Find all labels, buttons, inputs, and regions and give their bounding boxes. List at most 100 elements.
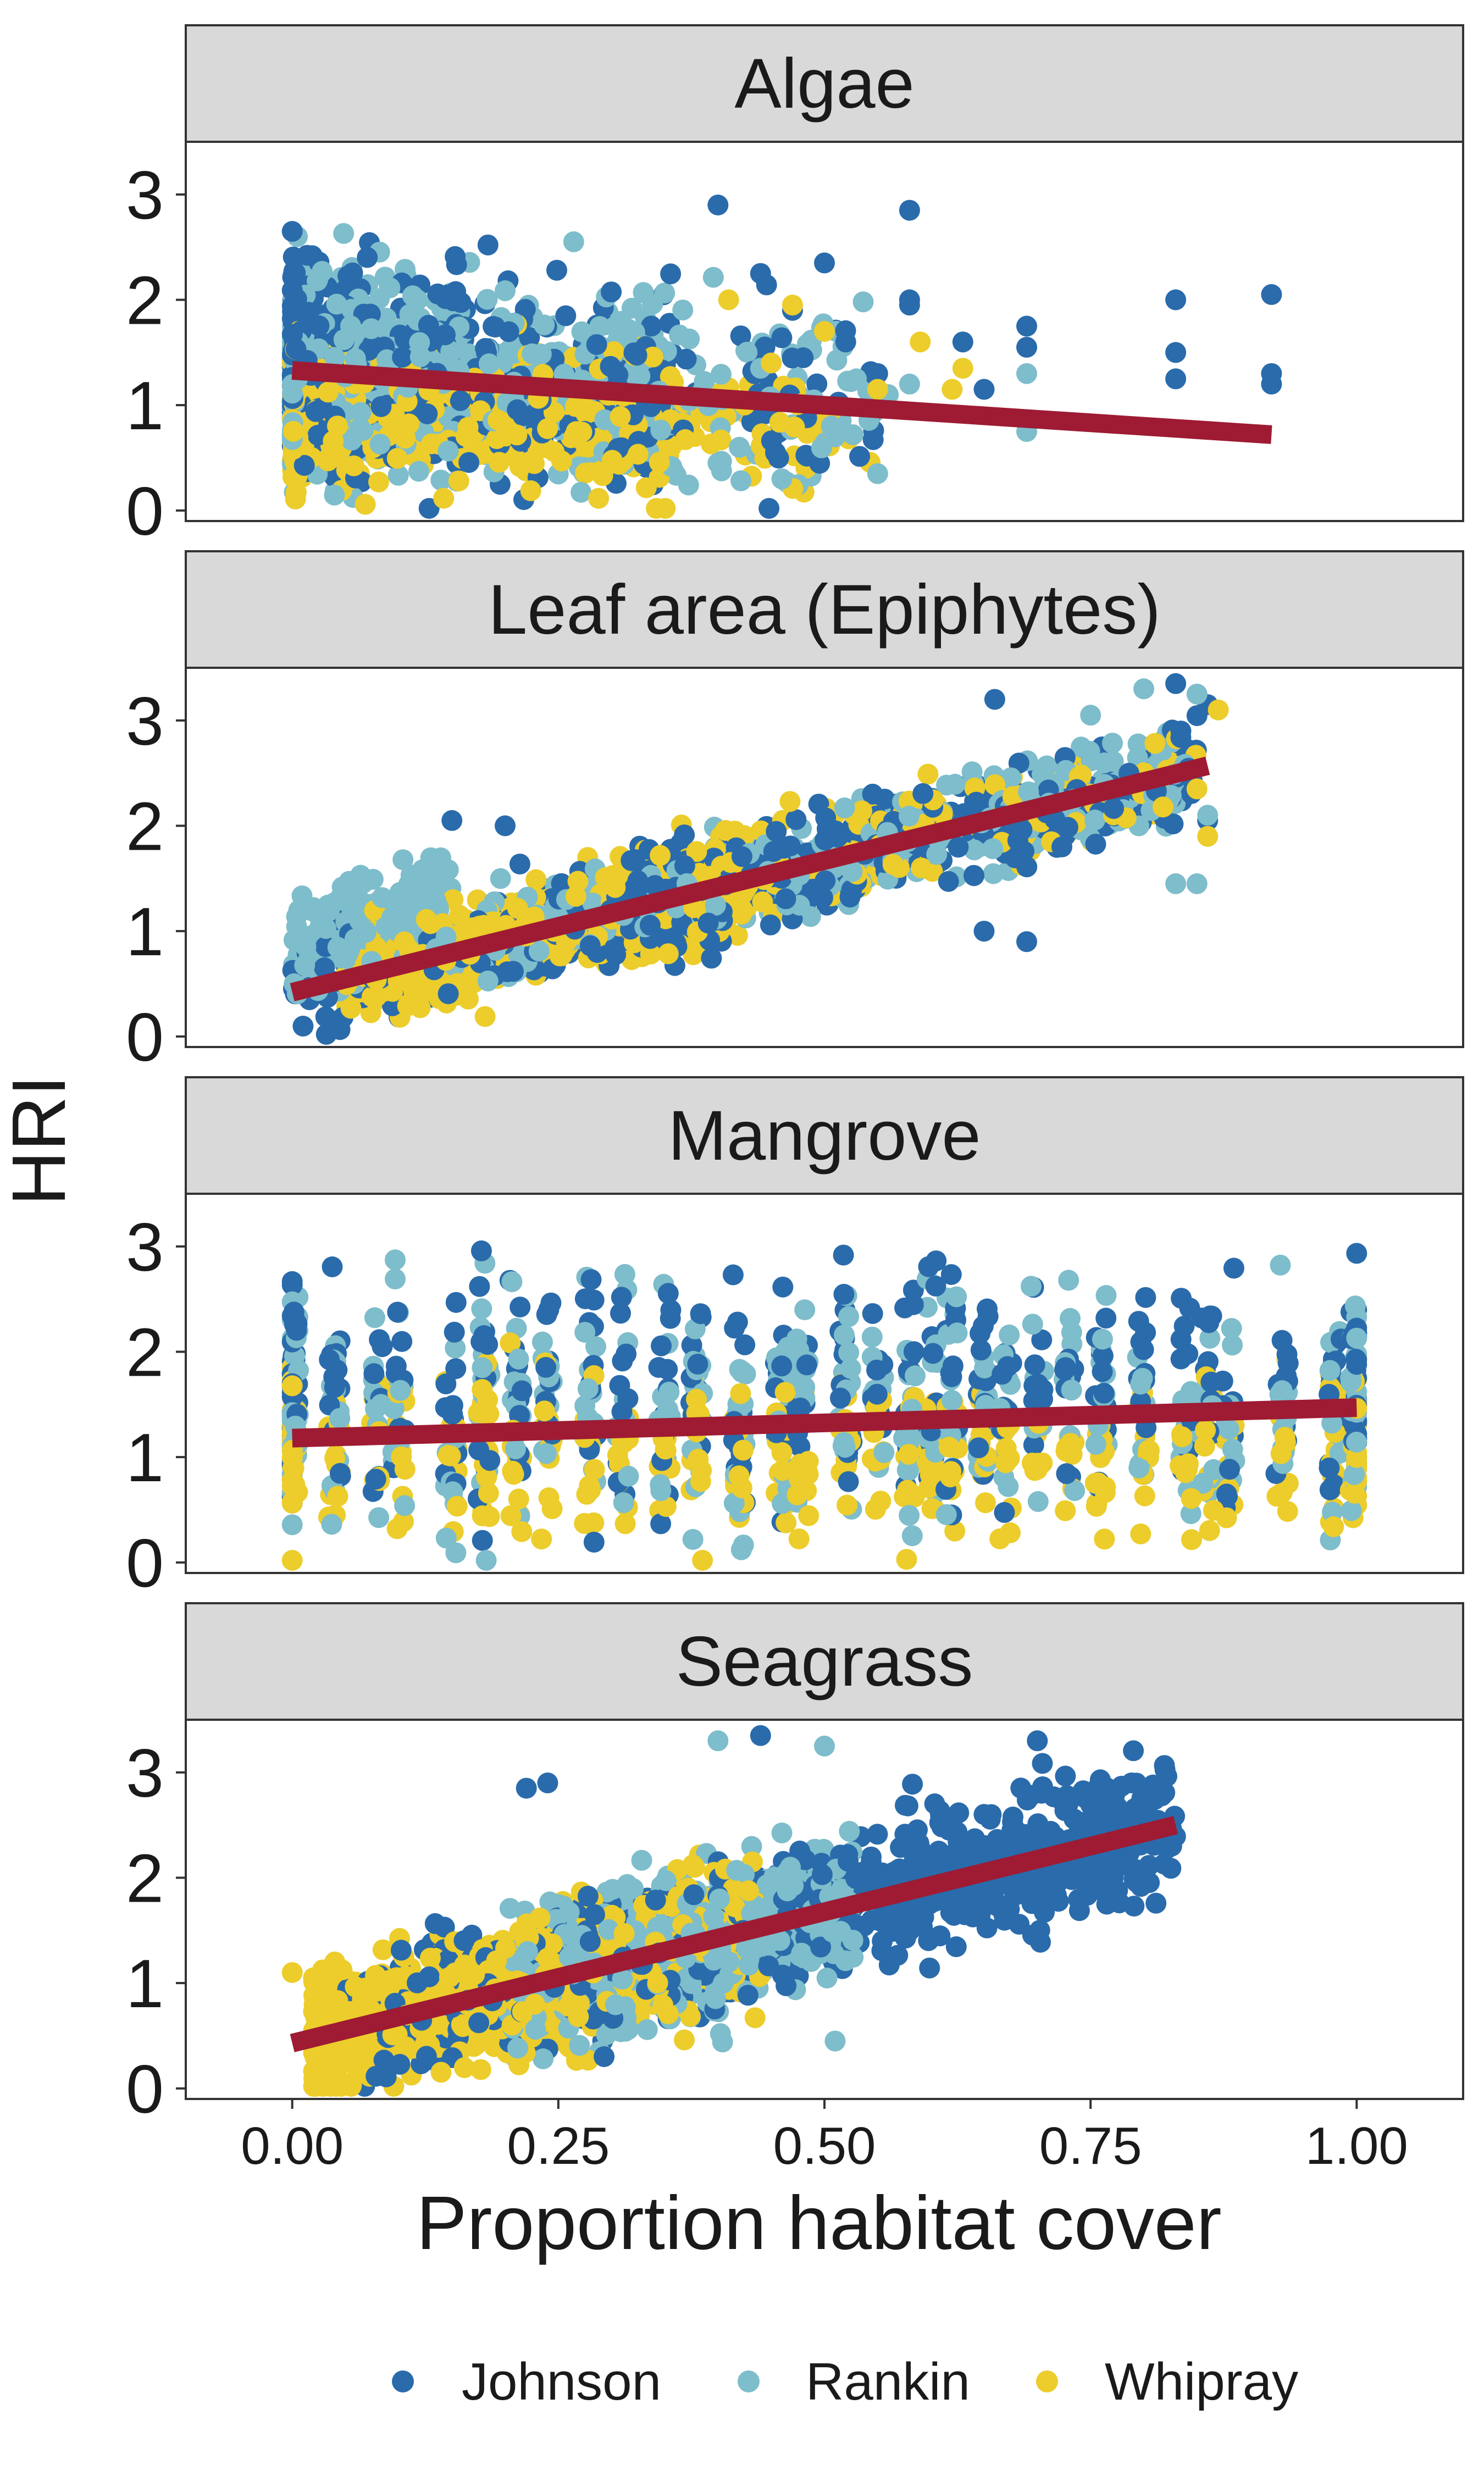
data-point-johnson	[970, 1323, 990, 1344]
data-point-johnson	[510, 1297, 530, 1317]
data-point-whipray	[940, 1466, 961, 1487]
data-point-johnson	[497, 961, 518, 982]
y-tick-label: 0	[126, 474, 164, 550]
data-point-johnson	[363, 1363, 384, 1384]
data-point-johnson	[1171, 721, 1192, 741]
data-point-johnson	[912, 783, 933, 804]
data-point-whipray	[284, 1458, 304, 1479]
data-point-whipray	[572, 422, 593, 442]
data-point-johnson	[445, 246, 466, 267]
data-point-whipray	[394, 932, 415, 952]
data-point-johnson	[918, 1256, 939, 1277]
data-point-johnson	[427, 284, 448, 304]
data-point-whipray	[488, 409, 508, 430]
data-point-rankin	[778, 1337, 799, 1358]
data-point-johnson	[1165, 290, 1186, 311]
data-point-rankin	[326, 293, 347, 314]
data-point-rankin	[368, 1507, 389, 1528]
data-point-whipray	[782, 295, 803, 315]
data-point-rankin	[1016, 363, 1037, 384]
data-point-whipray	[387, 448, 408, 469]
data-point-rankin	[1133, 678, 1154, 699]
data-point-rankin	[947, 1322, 968, 1343]
data-point-whipray	[761, 353, 782, 374]
data-point-rankin	[1165, 873, 1186, 894]
y-tick-label: 2	[126, 263, 164, 339]
data-point-johnson	[771, 328, 792, 348]
data-point-rankin	[707, 453, 728, 474]
data-point-johnson	[468, 1439, 489, 1460]
data-point-whipray	[318, 381, 339, 402]
data-point-johnson	[510, 854, 530, 874]
data-point-rankin	[1132, 1368, 1153, 1389]
data-point-rankin	[862, 1327, 883, 1348]
data-point-rankin	[942, 1390, 962, 1411]
data-point-johnson	[546, 260, 567, 281]
data-point-rankin	[1058, 1270, 1079, 1290]
data-point-whipray	[1266, 1486, 1287, 1506]
facet-title-algae: Algae	[734, 45, 914, 123]
data-point-johnson	[1319, 1458, 1339, 1478]
data-point-johnson	[838, 1471, 859, 1492]
data-point-rankin	[390, 882, 411, 903]
data-point-whipray	[1134, 1486, 1155, 1506]
data-point-johnson	[601, 281, 622, 302]
data-point-johnson	[899, 295, 920, 315]
data-point-whipray	[975, 1492, 996, 1513]
data-point-rankin	[658, 1382, 679, 1403]
data-point-rankin	[296, 937, 317, 957]
data-point-whipray	[489, 452, 510, 473]
data-point-rankin	[578, 1378, 599, 1399]
data-point-rankin	[477, 289, 498, 310]
data-point-johnson	[282, 221, 303, 242]
data-point-rankin	[867, 463, 888, 484]
data-point-rankin	[1060, 1308, 1081, 1329]
data-point-whipray	[939, 1437, 960, 1458]
data-point-johnson	[707, 195, 728, 215]
data-point-johnson	[391, 1331, 412, 1352]
data-point-whipray	[711, 430, 732, 451]
data-point-johnson	[1016, 931, 1037, 952]
data-point-rankin	[618, 1466, 639, 1487]
data-point-whipray	[1130, 1524, 1151, 1544]
data-point-johnson	[387, 1301, 408, 1322]
data-point-rankin	[905, 1365, 926, 1386]
data-point-whipray	[1144, 733, 1165, 754]
y-tick-label: 0	[126, 1000, 164, 1076]
data-point-johnson	[442, 1404, 463, 1425]
data-point-rankin	[400, 304, 420, 325]
data-point-whipray	[551, 451, 572, 472]
data-point-rankin	[436, 1528, 457, 1549]
data-point-rankin	[370, 434, 391, 455]
data-point-johnson	[768, 448, 789, 469]
data-point-johnson	[948, 837, 968, 857]
data-point-johnson	[306, 401, 326, 422]
data-point-rankin	[853, 291, 874, 312]
data-point-rankin	[1021, 1276, 1042, 1297]
data-point-rankin	[683, 1529, 704, 1550]
data-point-johnson	[849, 446, 870, 467]
facet-title-mangrove: Mangrove	[668, 1096, 981, 1175]
data-point-whipray	[1208, 700, 1229, 721]
data-point-johnson	[580, 935, 601, 956]
data-point-johnson	[899, 200, 920, 221]
data-point-whipray	[752, 891, 773, 912]
data-point-whipray	[867, 379, 888, 400]
data-point-johnson	[1051, 837, 1072, 857]
data-point-johnson	[660, 263, 681, 284]
data-point-whipray	[520, 480, 541, 501]
data-point-johnson	[840, 887, 861, 907]
data-point-johnson	[796, 1354, 817, 1375]
data-point-rankin	[438, 441, 459, 462]
data-point-whipray	[615, 1513, 636, 1534]
data-point-whipray	[605, 877, 625, 898]
data-point-whipray	[784, 417, 805, 437]
data-point-rankin	[408, 873, 429, 894]
data-point-rankin	[282, 1514, 303, 1535]
data-point-rankin	[772, 468, 793, 489]
data-point-whipray	[344, 456, 364, 477]
data-point-whipray	[416, 909, 437, 930]
data-point-whipray	[366, 987, 387, 1007]
data-point-whipray	[814, 321, 835, 342]
data-point-johnson	[495, 816, 516, 837]
